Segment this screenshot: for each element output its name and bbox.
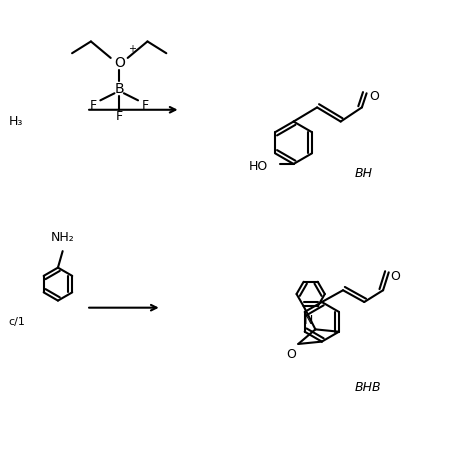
Text: O: O bbox=[286, 348, 296, 361]
Text: N: N bbox=[304, 314, 313, 327]
Text: c/1: c/1 bbox=[9, 317, 25, 327]
Text: HO: HO bbox=[248, 160, 268, 173]
Text: F: F bbox=[90, 99, 97, 111]
Text: O: O bbox=[114, 55, 125, 70]
Text: O: O bbox=[369, 90, 379, 103]
Text: BH: BH bbox=[355, 167, 373, 180]
Text: F: F bbox=[142, 99, 149, 111]
Text: F: F bbox=[116, 110, 123, 123]
Text: +: + bbox=[128, 44, 136, 54]
Text: H₃: H₃ bbox=[9, 115, 23, 128]
Text: NH₂: NH₂ bbox=[51, 231, 74, 244]
Text: B: B bbox=[114, 82, 124, 96]
Text: O: O bbox=[390, 270, 400, 283]
Text: BHB: BHB bbox=[355, 381, 382, 394]
